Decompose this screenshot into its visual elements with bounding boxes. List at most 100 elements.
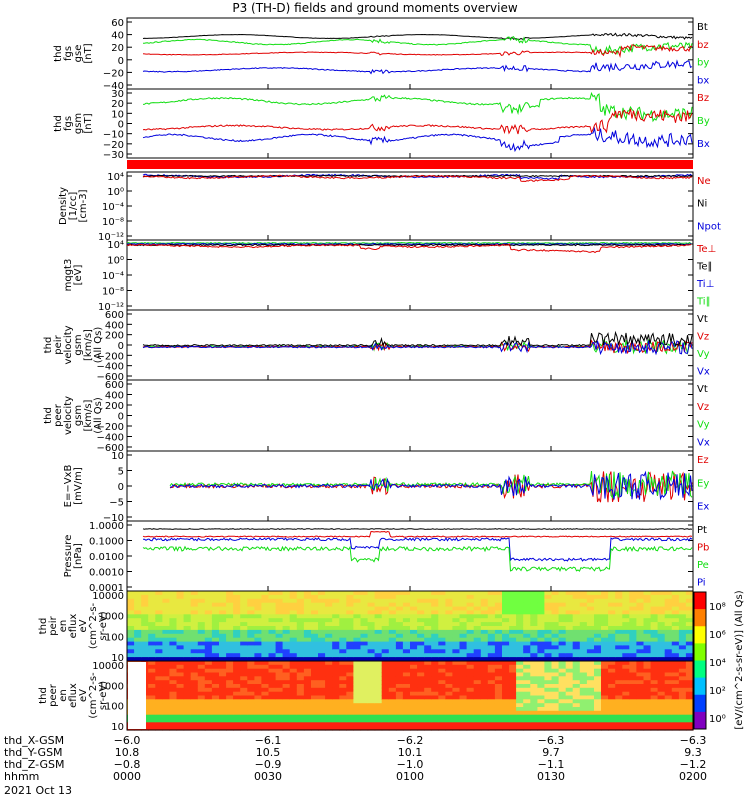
- y-tick-label: 0: [118, 412, 124, 423]
- y-tick-label: 10⁻⁴: [102, 271, 124, 282]
- footer-row-label: thd_Z-GSM: [4, 758, 65, 771]
- y-tick-label: 10⁻¹²: [98, 302, 124, 313]
- legend-By: By: [697, 116, 710, 127]
- y-tick-label: 10⁻⁸: [102, 217, 124, 228]
- y-axis-label: fgs: [63, 116, 74, 131]
- legend-Ni: Ni: [697, 199, 707, 210]
- legend-Ex: Ex: [697, 502, 709, 513]
- y-axis-label: gsm: [73, 113, 84, 134]
- y-tick-label: 600: [105, 380, 124, 391]
- series-Bz: [142, 108, 693, 135]
- y-axis-label: Density: [58, 187, 69, 225]
- legend-Vt: Vt: [697, 314, 708, 325]
- y-tick-label: 10⁴: [107, 240, 124, 251]
- footer-value: 10.5: [255, 746, 281, 759]
- y-axis-label: [nPa]: [73, 543, 84, 569]
- y-axis-label: peir: [48, 615, 59, 635]
- legend-Bx: Bx: [697, 139, 710, 150]
- footer-value: 9.7: [542, 746, 560, 759]
- y-tick-label: 10: [111, 722, 124, 733]
- series-Vx: [142, 340, 693, 356]
- y-axis-label: eV: [78, 689, 89, 702]
- legend-Vt: Vt: [697, 384, 708, 395]
- legend-Ti∥: Ti∥: [696, 297, 711, 308]
- y-tick-label: 40: [111, 31, 124, 42]
- y-axis-label: Pressure: [63, 535, 74, 578]
- y-tick-label: 1000: [99, 612, 124, 623]
- y-tick-label: 10: [111, 109, 124, 120]
- y-tick-label: 0: [118, 56, 124, 67]
- legend-Te⊥: Te⊥: [696, 244, 716, 255]
- y-tick-label: 10000: [92, 591, 124, 602]
- y-tick-label: 200: [105, 401, 124, 412]
- legend-bx: bx: [697, 75, 709, 86]
- footer-value: −1.1: [537, 758, 565, 771]
- legend-Ey: Ey: [697, 478, 709, 489]
- legend-Vx: Vx: [697, 367, 710, 378]
- footer-row-label: thd_X-GSM: [4, 734, 65, 747]
- y-axis-label: [km/s]: [83, 399, 94, 431]
- date-label: 2021 Oct 13: [4, 784, 73, 797]
- series-Te-perp: [126, 243, 692, 254]
- footer-value: 0100: [396, 770, 424, 783]
- colorbar-label: [eV/(cm^2-s-sr-eV)] (All Qs): [734, 590, 745, 729]
- y-axis-label: (cm^2-s-: [88, 602, 99, 649]
- y-tick-label: −400: [97, 362, 124, 373]
- y-tick-label: 30: [111, 89, 124, 100]
- y-tick-label: −400: [97, 433, 124, 444]
- footer-value: 0030: [254, 770, 282, 783]
- legend-Pi: Pi: [697, 578, 706, 589]
- y-axis-label: sr-eV): [98, 681, 109, 710]
- y-tick-label: 1.0000: [89, 521, 124, 532]
- peer-spectrogram: [126, 660, 694, 731]
- y-axis-label: E=−VxB: [63, 465, 74, 508]
- legend-Ti⊥: Ti⊥: [696, 279, 714, 290]
- chart-title: P3 (TH-D) fields and ground moments over…: [232, 1, 518, 15]
- y-tick-label: 200: [105, 331, 124, 342]
- footer-value: 0200: [679, 770, 707, 783]
- legend-Te∥: Te∥: [696, 262, 713, 273]
- legend-Vy: Vy: [697, 420, 710, 431]
- colorbar-tick: 10⁸: [709, 602, 726, 613]
- footer-value: 10.8: [114, 746, 140, 759]
- y-axis-label: mqgt3: [63, 259, 74, 292]
- series-Ti-par: [126, 241, 692, 245]
- footer-value: −0.8: [113, 758, 141, 771]
- y-tick-label: −40: [103, 81, 124, 92]
- y-axis-label: gse: [73, 45, 84, 63]
- legend-bz: bz: [697, 40, 709, 51]
- colorbar-tick: 10²: [709, 686, 726, 697]
- y-tick-label: 0.0010: [89, 568, 124, 579]
- footer-value: −6.3: [679, 734, 707, 747]
- y-axis-label: thd: [53, 45, 64, 62]
- panel-frame: [126, 239, 694, 311]
- footer-value: −6.0: [113, 734, 141, 747]
- series-Te-par: [126, 243, 692, 247]
- footer-value: 10.1: [397, 746, 423, 759]
- y-axis-label: [1/cc]: [68, 192, 79, 221]
- footer-value: −6.2: [396, 734, 424, 747]
- legend-Npot: Npot: [697, 221, 721, 232]
- y-tick-label: −600: [97, 443, 124, 454]
- colorbar: [693, 591, 707, 730]
- y-axis-label: gsm: [73, 405, 84, 426]
- y-tick-label: 20: [111, 43, 124, 54]
- y-axis-label: fgs: [63, 46, 74, 61]
- y-axis-label: thd: [38, 618, 49, 635]
- legend-Ne: Ne: [697, 176, 711, 187]
- y-axis-label: (All Qs): [93, 397, 104, 434]
- y-tick-label: 10⁻¹²: [98, 232, 124, 243]
- y-axis-label: peer: [48, 683, 59, 707]
- y-axis-label: thd: [43, 337, 54, 354]
- y-axis-label: velocity: [63, 325, 74, 364]
- y-tick-label: −20: [103, 68, 124, 79]
- footer-value: −1.2: [679, 758, 707, 771]
- series-Ex: [169, 470, 693, 501]
- y-axis-label: [nT]: [83, 113, 94, 133]
- y-axis-label: en: [58, 689, 69, 702]
- y-tick-label: 10: [111, 451, 124, 462]
- y-axis-label: en: [58, 620, 69, 633]
- footer-value: −0.9: [254, 758, 282, 771]
- y-tick-label: 10⁰: [107, 256, 124, 267]
- y-tick-label: −10: [103, 513, 124, 524]
